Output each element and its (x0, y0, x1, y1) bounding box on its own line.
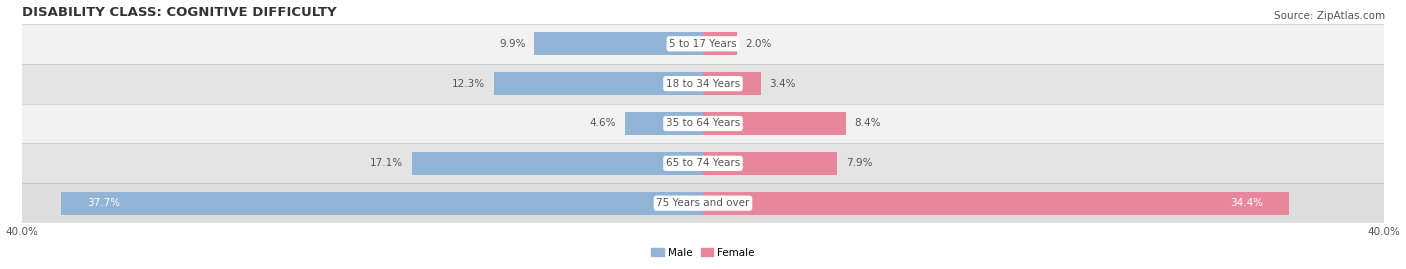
Text: Source: ZipAtlas.com: Source: ZipAtlas.com (1274, 11, 1385, 21)
Text: 4.6%: 4.6% (589, 118, 616, 129)
Bar (624, 112, 703, 135)
Text: 7.9%: 7.9% (846, 158, 873, 168)
Text: 2.0%: 2.0% (745, 39, 772, 49)
Bar (22, 24, 1384, 64)
Text: 9.9%: 9.9% (499, 39, 526, 49)
Text: 65 to 74 Years: 65 to 74 Years (666, 158, 740, 168)
Bar (703, 72, 761, 95)
Text: 37.7%: 37.7% (87, 198, 120, 208)
Text: 12.3%: 12.3% (451, 79, 485, 89)
Bar (22, 64, 1384, 104)
Text: 34.4%: 34.4% (1230, 198, 1263, 208)
Bar (22, 104, 1384, 143)
Text: 17.1%: 17.1% (370, 158, 404, 168)
Text: 3.4%: 3.4% (769, 79, 796, 89)
Bar (60, 192, 703, 215)
Bar (534, 32, 703, 55)
Text: 75 Years and over: 75 Years and over (657, 198, 749, 208)
Legend: Male, Female: Male, Female (647, 243, 759, 262)
Text: 18 to 34 Years: 18 to 34 Years (666, 79, 740, 89)
Text: 35 to 64 Years: 35 to 64 Years (666, 118, 740, 129)
Bar (494, 72, 703, 95)
Bar (412, 152, 703, 175)
Bar (22, 143, 1384, 183)
Bar (703, 32, 737, 55)
Bar (703, 112, 846, 135)
Text: DISABILITY CLASS: COGNITIVE DIFFICULTY: DISABILITY CLASS: COGNITIVE DIFFICULTY (22, 6, 336, 19)
Bar (703, 192, 1289, 215)
Text: 8.4%: 8.4% (855, 118, 882, 129)
Bar (703, 152, 838, 175)
Text: 5 to 17 Years: 5 to 17 Years (669, 39, 737, 49)
Bar (22, 183, 1384, 223)
